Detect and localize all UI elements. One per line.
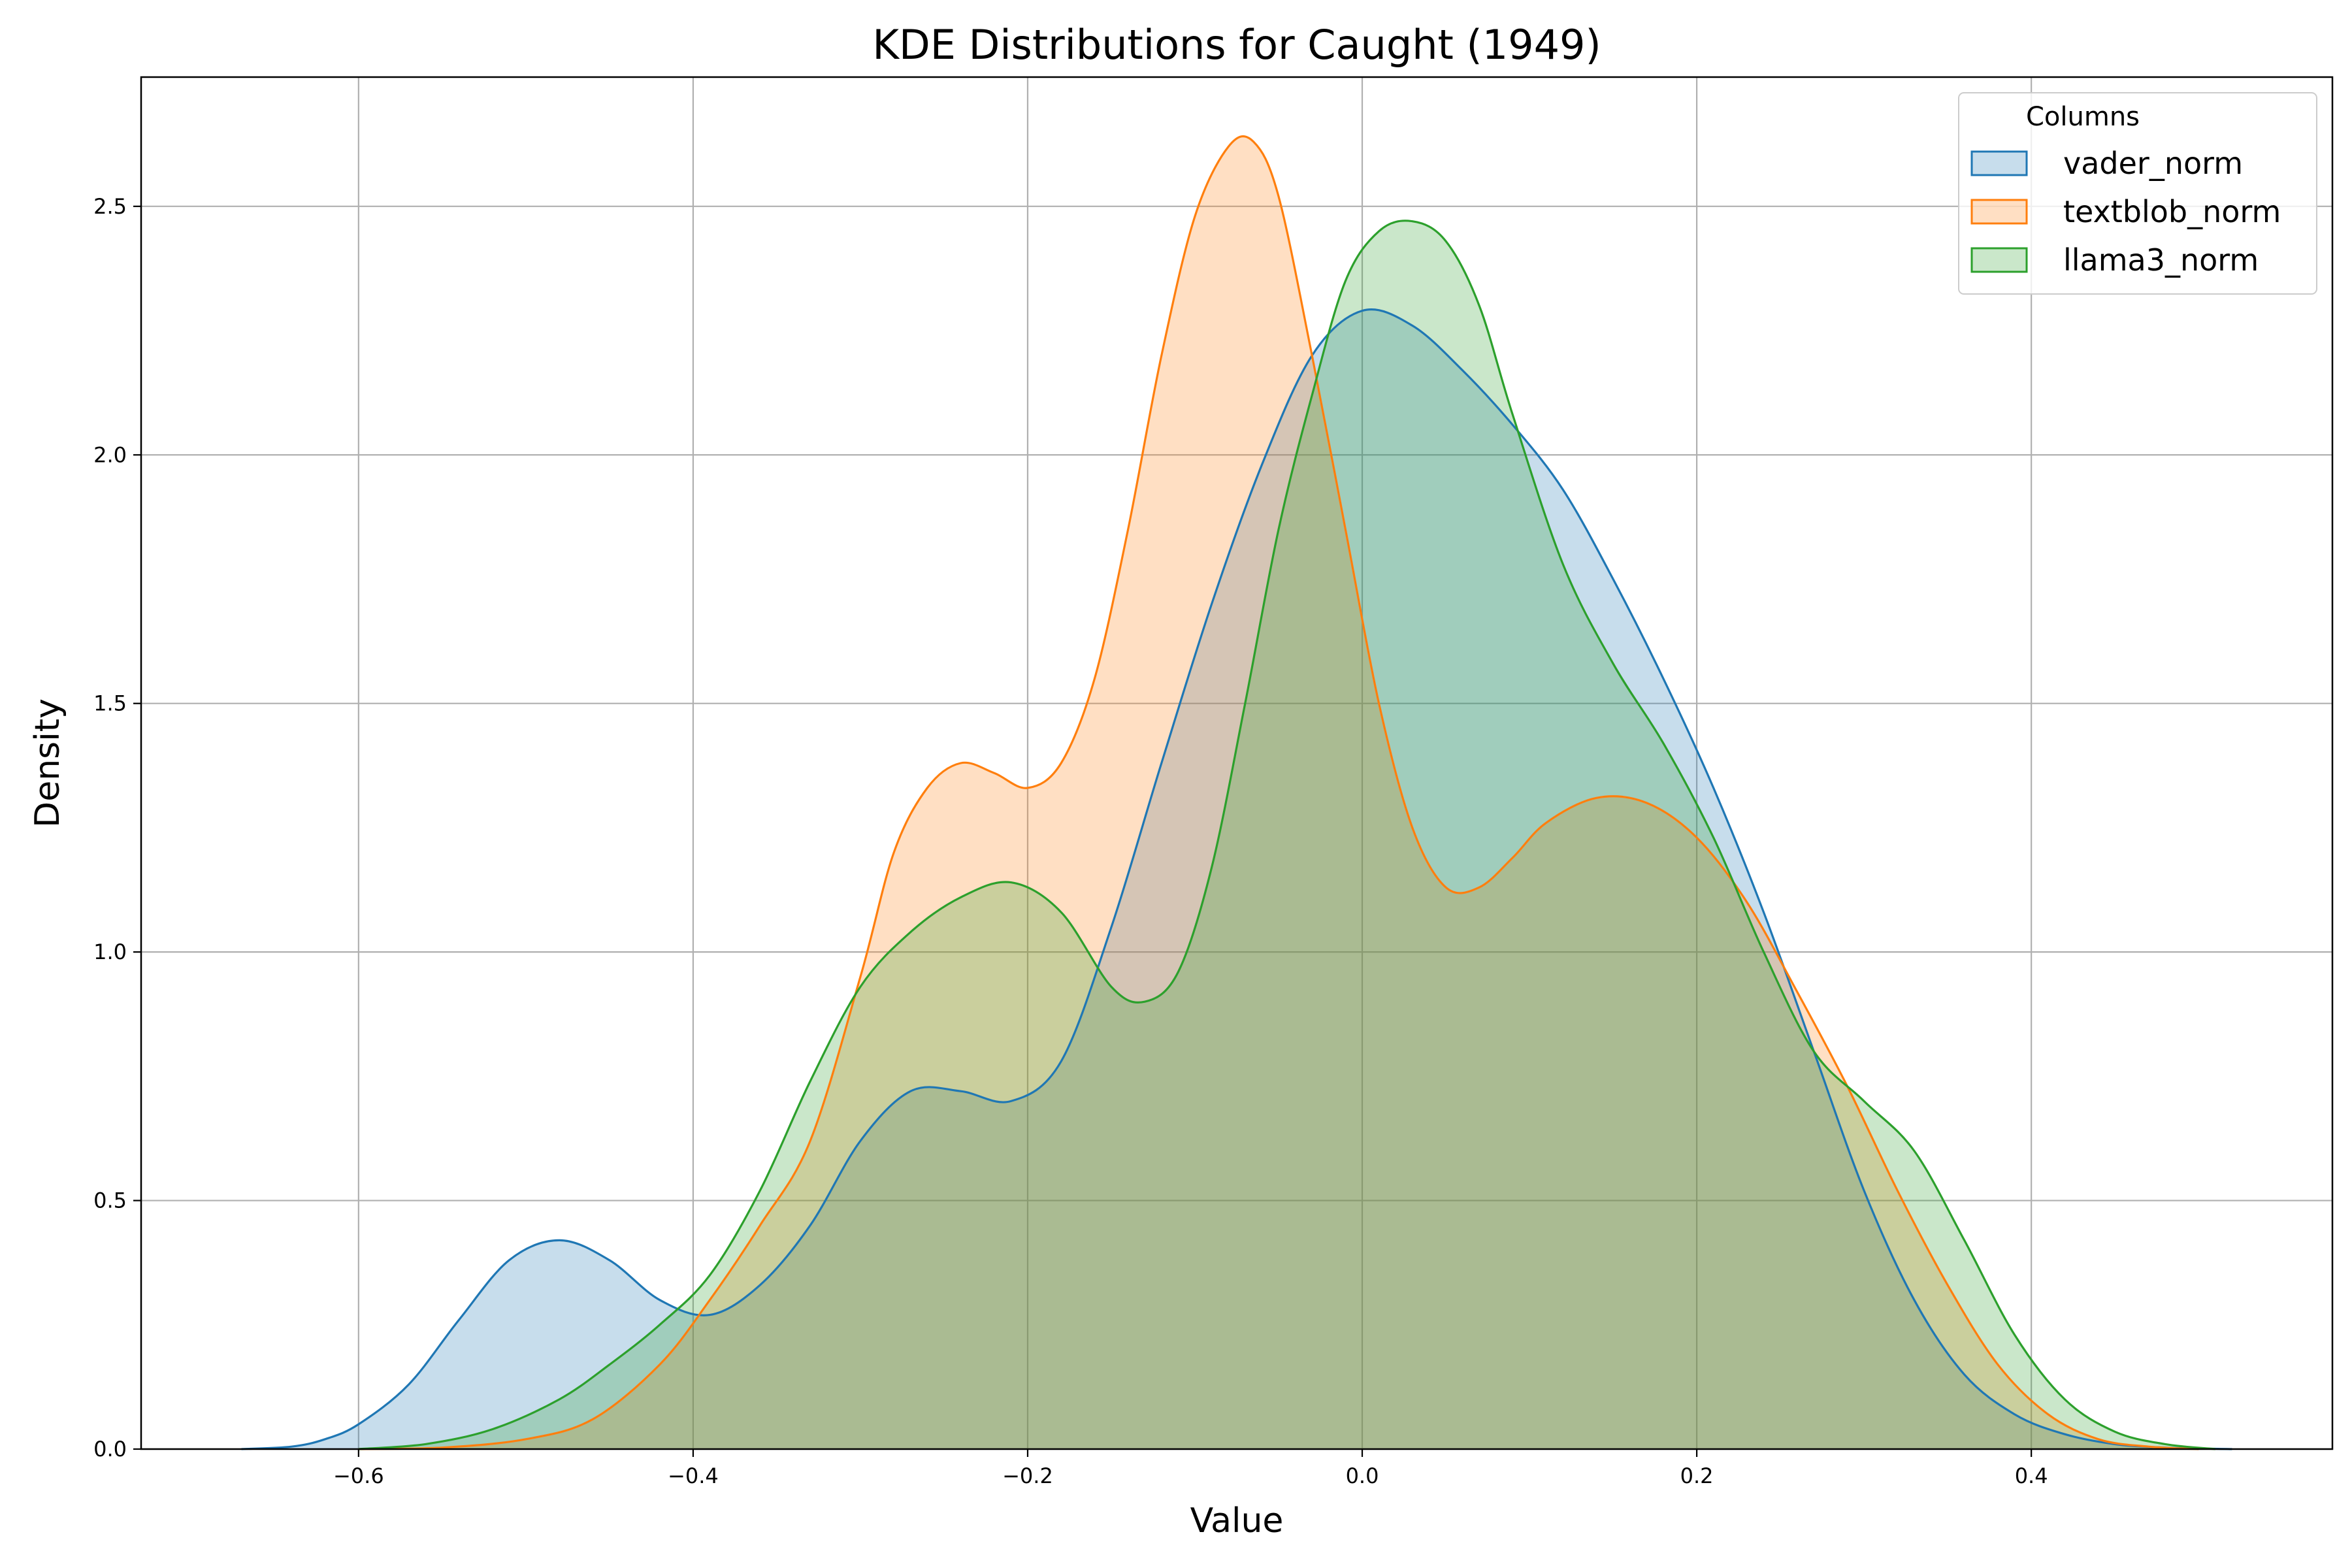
y-axis-ticks: 0.0 0.5 1.0 1.5 2.0 2.5	[93, 194, 141, 1462]
x-axis-label: Value	[1190, 1501, 1284, 1541]
series-fill-vader_norm	[241, 309, 2232, 1450]
series-lines	[241, 135, 2232, 1450]
legend-title: Columns	[2026, 102, 2140, 132]
x-tick-label: 0.2	[1680, 1463, 1714, 1488]
x-axis-ticks: −0.6 −0.4 −0.2 0.0 0.2 0.4	[333, 1449, 2048, 1488]
series-fill-llama3_norm	[358, 220, 2215, 1449]
legend-label-textblob_norm: textblob_norm	[2063, 194, 2281, 229]
chart-title: KDE Distributions for Caught (1949)	[872, 21, 1601, 69]
x-tick-label: −0.6	[333, 1463, 384, 1488]
legend-swatch-llama3_norm	[1970, 247, 2028, 273]
legend-swatch-vader_norm	[1970, 150, 2028, 176]
x-tick-label: −0.4	[668, 1463, 719, 1488]
x-tick-label: −0.2	[1002, 1463, 1053, 1488]
legend-box	[1958, 92, 2317, 295]
legend-items: vader_norm textblob_norm llama3_norm	[1970, 146, 2281, 278]
y-tick-label: 2.0	[93, 442, 127, 467]
series-line-vader_norm	[241, 308, 2232, 1450]
legend-swatch-textblob_norm	[1970, 199, 2028, 225]
y-axis-label: Density	[28, 698, 67, 828]
legend-label-llama3_norm: llama3_norm	[2063, 242, 2259, 278]
y-tick-label: 2.5	[93, 194, 127, 219]
grid	[141, 77, 2332, 1450]
y-tick-label: 0.5	[93, 1188, 127, 1213]
x-tick-label: 0.0	[1346, 1463, 1379, 1488]
x-tick-label: 0.4	[2015, 1463, 2048, 1488]
plot-frame	[140, 76, 2334, 1450]
legend: Columns vader_norm textblob_norm llama3_no…	[1958, 92, 2317, 295]
series-line-textblob_norm	[358, 135, 2199, 1450]
y-tick-label: 1.0	[93, 939, 127, 964]
y-tick-label: 0.0	[93, 1437, 127, 1462]
series-line-llama3_norm	[358, 220, 2215, 1450]
y-tick-label: 1.5	[93, 691, 127, 716]
legend-label-vader_norm: vader_norm	[2063, 146, 2243, 181]
